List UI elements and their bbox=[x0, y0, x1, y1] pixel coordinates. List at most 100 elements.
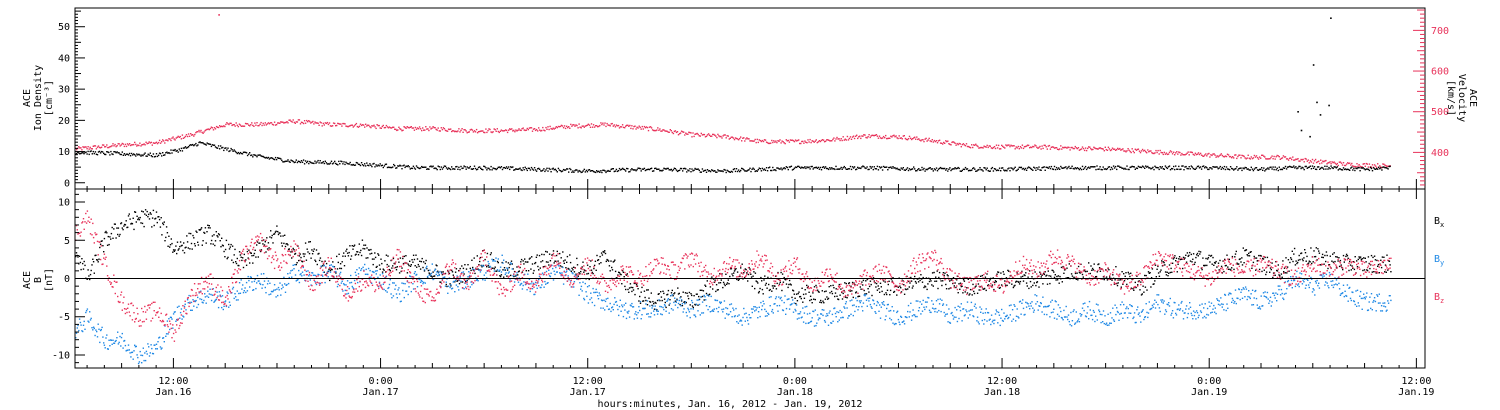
density-point bbox=[722, 170, 724, 173]
density-point bbox=[1251, 168, 1254, 170]
density-point bbox=[660, 169, 662, 172]
bx-point bbox=[101, 240, 103, 242]
velocity-point bbox=[684, 134, 686, 136]
by-point bbox=[134, 346, 137, 348]
density-point bbox=[851, 166, 854, 168]
bx-point bbox=[533, 269, 535, 272]
bx-point bbox=[153, 224, 155, 227]
by-point bbox=[323, 264, 325, 267]
bx-point bbox=[91, 264, 93, 266]
velocity-point bbox=[183, 136, 186, 139]
density-point bbox=[890, 166, 892, 168]
bx-point bbox=[701, 295, 704, 298]
bx-point bbox=[264, 241, 266, 243]
density-point bbox=[386, 166, 389, 169]
bx-point bbox=[563, 262, 565, 264]
bx-point bbox=[182, 249, 184, 252]
bx-point bbox=[78, 255, 81, 257]
bx-point bbox=[1238, 263, 1240, 265]
by-point bbox=[507, 272, 510, 274]
density-point bbox=[1231, 167, 1233, 170]
velocity-point bbox=[637, 127, 639, 129]
bx-point bbox=[754, 287, 756, 290]
velocity-point bbox=[298, 119, 301, 121]
bx-point bbox=[209, 227, 211, 229]
by-point bbox=[158, 337, 160, 339]
density-point bbox=[644, 169, 647, 172]
by-point bbox=[91, 327, 93, 329]
by-point bbox=[412, 283, 414, 285]
density-outlier-point bbox=[1300, 129, 1303, 132]
bx-point bbox=[1300, 252, 1302, 255]
bx-point bbox=[1167, 275, 1169, 277]
velocity-point bbox=[871, 134, 873, 136]
bx-point bbox=[260, 249, 263, 251]
bx-point bbox=[590, 260, 592, 262]
density-point bbox=[270, 157, 273, 159]
bx-point bbox=[778, 278, 780, 280]
by-series bbox=[75, 254, 1392, 365]
bx-point bbox=[715, 290, 717, 293]
bx-point bbox=[544, 265, 546, 268]
density-point bbox=[931, 168, 933, 170]
velocity-point bbox=[655, 129, 657, 132]
velocity-point bbox=[138, 144, 140, 147]
density-point bbox=[695, 168, 697, 170]
velocity-point bbox=[1357, 165, 1359, 167]
bx-point bbox=[785, 283, 788, 285]
velocity-point bbox=[971, 144, 973, 146]
density-point bbox=[1036, 167, 1038, 169]
bx-point bbox=[488, 266, 490, 268]
bx-point bbox=[363, 244, 365, 246]
bx-point bbox=[625, 288, 627, 291]
bx-point bbox=[1163, 261, 1165, 264]
by-point bbox=[232, 286, 235, 289]
density-point bbox=[780, 167, 782, 169]
bx-point bbox=[317, 253, 319, 255]
velocity-point bbox=[616, 125, 619, 127]
by-point bbox=[330, 264, 332, 266]
bx-point bbox=[128, 213, 130, 215]
bx-point bbox=[416, 258, 419, 260]
by-point bbox=[77, 324, 79, 327]
velocity-point bbox=[278, 122, 280, 124]
velocity-point bbox=[566, 125, 568, 127]
by-point bbox=[247, 275, 249, 278]
bx-point bbox=[218, 234, 221, 236]
bx-point bbox=[630, 286, 632, 289]
velocity-point bbox=[1283, 156, 1286, 158]
by-point bbox=[85, 310, 88, 312]
velocity-point bbox=[1209, 156, 1211, 158]
bx-point bbox=[1012, 286, 1015, 289]
velocity-point bbox=[884, 137, 886, 139]
bx-point bbox=[578, 272, 580, 274]
density-point bbox=[1040, 169, 1042, 171]
velocity-point bbox=[618, 127, 621, 129]
by-point bbox=[524, 273, 526, 276]
velocity-point bbox=[1056, 148, 1059, 150]
density-point bbox=[967, 170, 970, 172]
density-point bbox=[903, 169, 905, 171]
by-point bbox=[200, 298, 203, 301]
density-point bbox=[570, 168, 572, 171]
velocity-point bbox=[413, 129, 416, 131]
density-point bbox=[79, 153, 81, 155]
bx-point bbox=[143, 225, 145, 228]
bx-point bbox=[642, 300, 644, 302]
velocity-point bbox=[284, 121, 286, 124]
bx-point bbox=[538, 254, 541, 257]
density-point bbox=[460, 165, 462, 168]
by-point bbox=[137, 362, 140, 365]
density-point bbox=[809, 168, 811, 170]
density-point bbox=[1142, 166, 1145, 168]
by-point bbox=[387, 287, 389, 290]
density-point bbox=[850, 168, 853, 171]
velocity-point bbox=[340, 123, 342, 125]
by-point bbox=[136, 354, 138, 356]
velocity-point bbox=[1083, 149, 1086, 152]
density-tick-label: 20 bbox=[58, 116, 70, 127]
density-point bbox=[1093, 166, 1095, 168]
density-point bbox=[964, 166, 967, 169]
bx-point bbox=[1290, 257, 1292, 259]
velocity-point bbox=[474, 131, 477, 133]
